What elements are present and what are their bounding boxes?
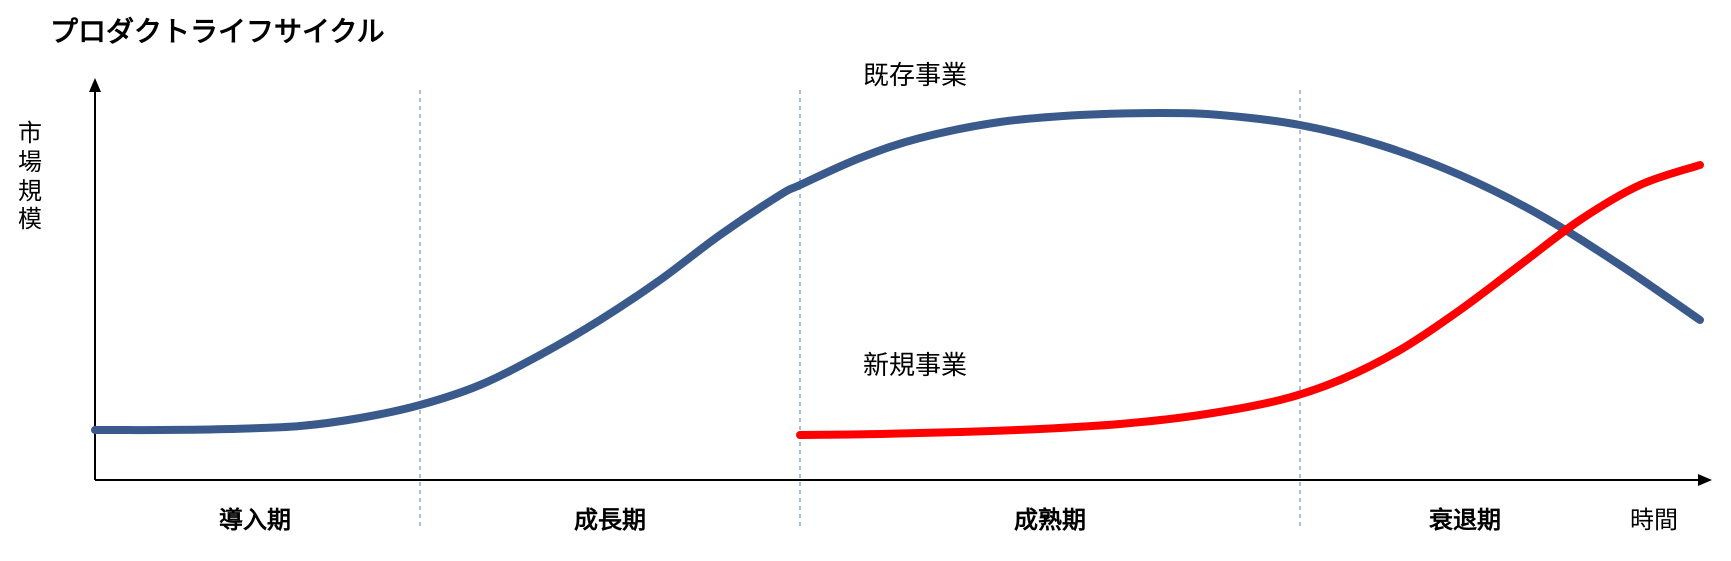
y-axis-label-char-2: 場	[18, 149, 42, 178]
phase-label-4: 衰退期	[1429, 500, 1501, 535]
phase-label-3: 成熟期	[1014, 500, 1086, 535]
y-axis-label: 市 場 規 模	[18, 120, 42, 235]
x-axis-arrow-icon	[1698, 474, 1712, 486]
x-axis-label: 時間	[1630, 500, 1678, 535]
phase-label-2: 成長期	[574, 500, 646, 535]
curve-new	[800, 165, 1700, 435]
series-label-existing: 既存事業	[863, 55, 967, 92]
chart-title: プロダクトライフサイクル	[50, 10, 385, 50]
y-axis-label-char-3: 規	[18, 178, 42, 207]
series-label-new: 新規事業	[863, 345, 967, 382]
curve-existing	[95, 113, 1700, 430]
phase-label-1: 導入期	[219, 500, 291, 535]
chart-stage: プロダクトライフサイクル 市 場 規 模 時間 既存事業 新規事業 導入期 成長…	[0, 0, 1731, 561]
y-axis-label-char-1: 市	[18, 120, 42, 149]
y-axis-label-char-4: 模	[18, 206, 42, 235]
y-axis-arrow-icon	[89, 78, 101, 92]
